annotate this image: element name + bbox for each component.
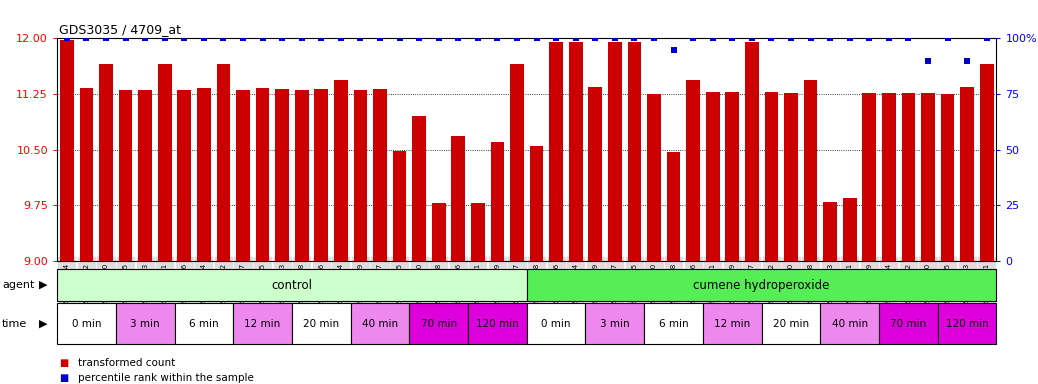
Bar (608, 42, 622, 261)
Bar (960, 87, 974, 261)
Text: 20 min: 20 min (303, 318, 339, 329)
Text: ■: ■ (59, 358, 69, 368)
Bar (275, 89, 289, 261)
Text: ▶: ▶ (39, 280, 48, 290)
Bar (706, 92, 719, 261)
Text: 70 min: 70 min (420, 318, 457, 329)
Bar (432, 203, 445, 261)
Text: control: control (272, 279, 312, 291)
Bar (60, 40, 74, 261)
Text: percentile rank within the sample: percentile rank within the sample (78, 373, 253, 383)
Bar (647, 94, 661, 261)
Text: agent: agent (2, 280, 34, 290)
Text: GDS3035 / 4709_at: GDS3035 / 4709_at (59, 23, 182, 36)
Bar (292, 303, 351, 344)
Bar (549, 42, 563, 261)
Text: cumene hydroperoxide: cumene hydroperoxide (693, 279, 829, 291)
Text: ■: ■ (59, 373, 69, 383)
Text: 6 min: 6 min (659, 318, 688, 329)
Text: 20 min: 20 min (773, 318, 809, 329)
Bar (879, 303, 937, 344)
Bar (373, 89, 387, 261)
Bar (452, 136, 465, 261)
Text: 0 min: 0 min (72, 318, 101, 329)
Bar (197, 88, 211, 261)
Bar (57, 269, 526, 301)
Bar (921, 93, 935, 261)
Bar (823, 202, 837, 261)
Bar (589, 87, 602, 261)
Bar (491, 142, 504, 261)
Bar (177, 90, 191, 261)
Bar (820, 303, 879, 344)
Bar (255, 88, 270, 261)
Bar (863, 93, 876, 261)
Bar (526, 303, 585, 344)
Bar (628, 42, 641, 261)
Text: 12 min: 12 min (714, 318, 750, 329)
Text: 0 min: 0 min (542, 318, 571, 329)
Bar (57, 303, 116, 344)
Text: transformed count: transformed count (78, 358, 175, 368)
Bar (412, 116, 426, 261)
Bar (882, 93, 896, 261)
Text: 6 min: 6 min (189, 318, 219, 329)
Bar (354, 90, 367, 261)
Bar (118, 90, 133, 261)
Bar (471, 203, 485, 261)
Text: 12 min: 12 min (245, 318, 280, 329)
Text: time: time (2, 318, 27, 329)
Bar (409, 303, 468, 344)
Bar (843, 198, 856, 261)
Bar (803, 80, 817, 261)
Bar (510, 65, 524, 261)
Text: 40 min: 40 min (362, 318, 398, 329)
Bar (351, 303, 409, 344)
Text: ▶: ▶ (39, 318, 48, 329)
Text: 120 min: 120 min (476, 318, 519, 329)
Text: 3 min: 3 min (131, 318, 160, 329)
Bar (585, 303, 645, 344)
Bar (526, 269, 996, 301)
Bar (529, 146, 544, 261)
Bar (745, 42, 759, 261)
Bar (237, 90, 250, 261)
Bar (158, 65, 171, 261)
Bar (116, 303, 174, 344)
Bar (726, 92, 739, 261)
Text: 70 min: 70 min (891, 318, 927, 329)
Bar (784, 93, 798, 261)
Bar (980, 65, 993, 261)
Bar (334, 80, 348, 261)
Bar (666, 152, 681, 261)
Bar (686, 80, 700, 261)
Bar (100, 65, 113, 261)
Bar (295, 90, 308, 261)
Bar (138, 90, 152, 261)
Bar (80, 88, 93, 261)
Bar (217, 65, 230, 261)
Bar (940, 94, 954, 261)
Text: 40 min: 40 min (831, 318, 868, 329)
Bar (765, 92, 778, 261)
Text: 120 min: 120 min (946, 318, 988, 329)
Bar (468, 303, 526, 344)
Bar (569, 42, 582, 261)
Bar (645, 303, 703, 344)
Bar (902, 93, 916, 261)
Text: 3 min: 3 min (600, 318, 630, 329)
Bar (937, 303, 996, 344)
Bar (174, 303, 234, 344)
Bar (762, 303, 820, 344)
Bar (315, 89, 328, 261)
Bar (392, 151, 407, 261)
Bar (234, 303, 292, 344)
Bar (703, 303, 762, 344)
